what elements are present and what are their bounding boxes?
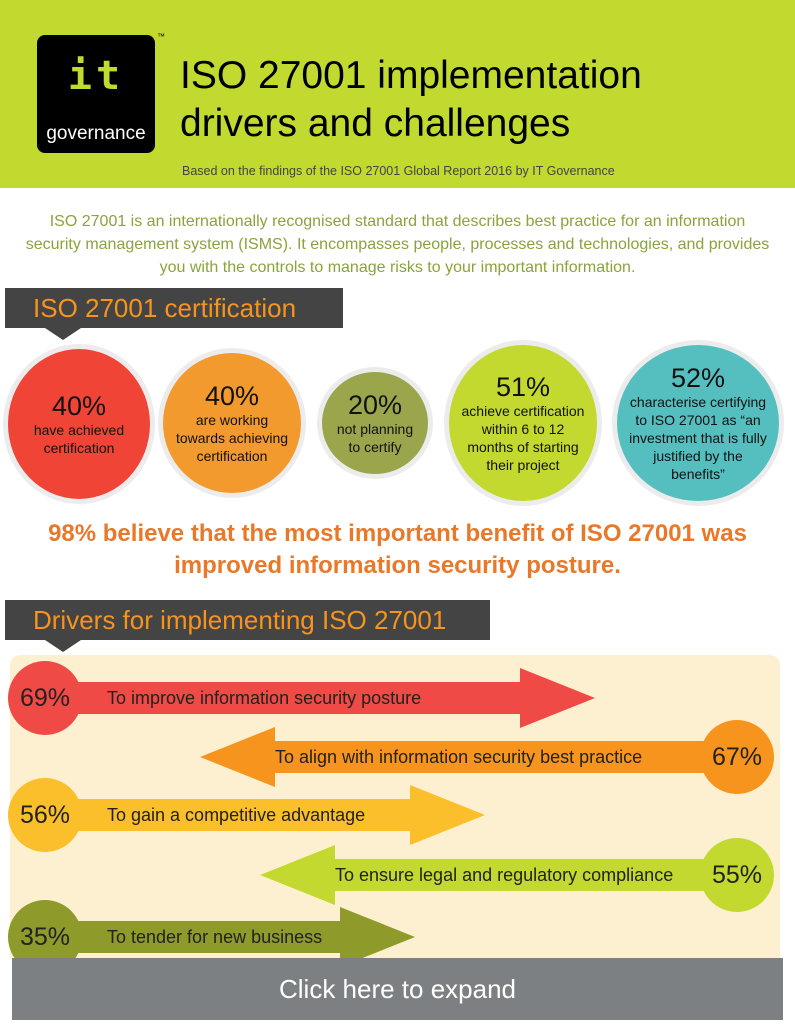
- title-line-1: ISO 27001 implementation: [180, 54, 642, 97]
- stat-percent: 40%: [204, 381, 260, 411]
- drivers-heading: Drivers for implementing ISO 27001: [5, 600, 490, 652]
- stat-percent: 40%: [51, 391, 107, 421]
- driver-row: To gain a competitive advantage 56%: [0, 778, 795, 852]
- logo-mark: it: [67, 53, 125, 99]
- stat-percent: 51%: [495, 372, 551, 402]
- stat-description: have achieved certification: [33, 422, 125, 456]
- arrow-head: [260, 845, 335, 905]
- driver-label: To improve information security posture: [107, 687, 422, 708]
- title-line-2: drivers and challenges: [180, 102, 571, 145]
- driver-row: To ensure legal and regulatory complianc…: [0, 838, 795, 912]
- stat-description: characterise certifying to ISO 27001 as …: [629, 394, 767, 482]
- driver-percent: 56%: [8, 778, 82, 852]
- page-title: ISO 27001 implementation drivers and cha…: [180, 52, 642, 148]
- stat-description: are working towards achieving certificat…: [175, 412, 289, 464]
- driver-label: To align with information security best …: [275, 746, 643, 767]
- driver-arrow: To ensure legal and regulatory complianc…: [335, 859, 735, 891]
- stat-circle: 40% are working towards achieving certifi…: [158, 348, 306, 498]
- driver-row: To improve information security posture 6…: [0, 661, 795, 735]
- certification-heading: ISO 27001 certification: [5, 288, 343, 340]
- stat-circle: 20% not planning to certify: [317, 367, 433, 479]
- driver-arrow: To tender for new business: [60, 921, 340, 953]
- driver-label: To tender for new business: [107, 926, 323, 947]
- intro-text: ISO 27001 is an internationally recognis…: [25, 213, 770, 276]
- stat-circle: 40% have achieved certification: [3, 344, 155, 504]
- stat-percent: 52%: [670, 363, 726, 393]
- arrow-head: [340, 907, 415, 967]
- driver-arrow: To gain a competitive advantage: [60, 799, 410, 831]
- stat-circle: 52% characterise certifying to ISO 27001 …: [612, 340, 784, 506]
- arrow-head: [410, 785, 485, 845]
- expand-button[interactable]: Click here to expand: [12, 958, 783, 1020]
- driver-label: To ensure legal and regulatory complianc…: [335, 864, 674, 885]
- subtitle: Based on the findings of the ISO 27001 G…: [182, 164, 615, 178]
- driver-arrow: To align with information security best …: [275, 741, 735, 773]
- stat-description: not planning to certify: [336, 421, 414, 455]
- driver-percent: 69%: [8, 661, 82, 735]
- it-governance-logo: it governance: [37, 35, 155, 153]
- driver-label: To gain a competitive advantage: [107, 804, 366, 825]
- stat-percent: 20%: [347, 390, 403, 420]
- key-finding-headline: 98% believe that the most important bene…: [48, 520, 747, 579]
- arrow-head: [200, 727, 275, 787]
- header-banner: it governance ™ ISO 27001 implementation…: [0, 0, 795, 188]
- logo-text: governance: [46, 123, 146, 144]
- driver-percent: 55%: [700, 838, 774, 912]
- stat-circle: 51% achieve certification within 6 to 12 …: [444, 340, 602, 506]
- trademark: ™: [157, 32, 165, 41]
- arrow-head: [520, 668, 595, 728]
- driver-arrow: To improve information security posture: [60, 682, 520, 714]
- stat-description: achieve certification within 6 to 12 mon…: [461, 403, 585, 473]
- driver-row: To align with information security best …: [0, 720, 795, 794]
- driver-percent: 67%: [700, 720, 774, 794]
